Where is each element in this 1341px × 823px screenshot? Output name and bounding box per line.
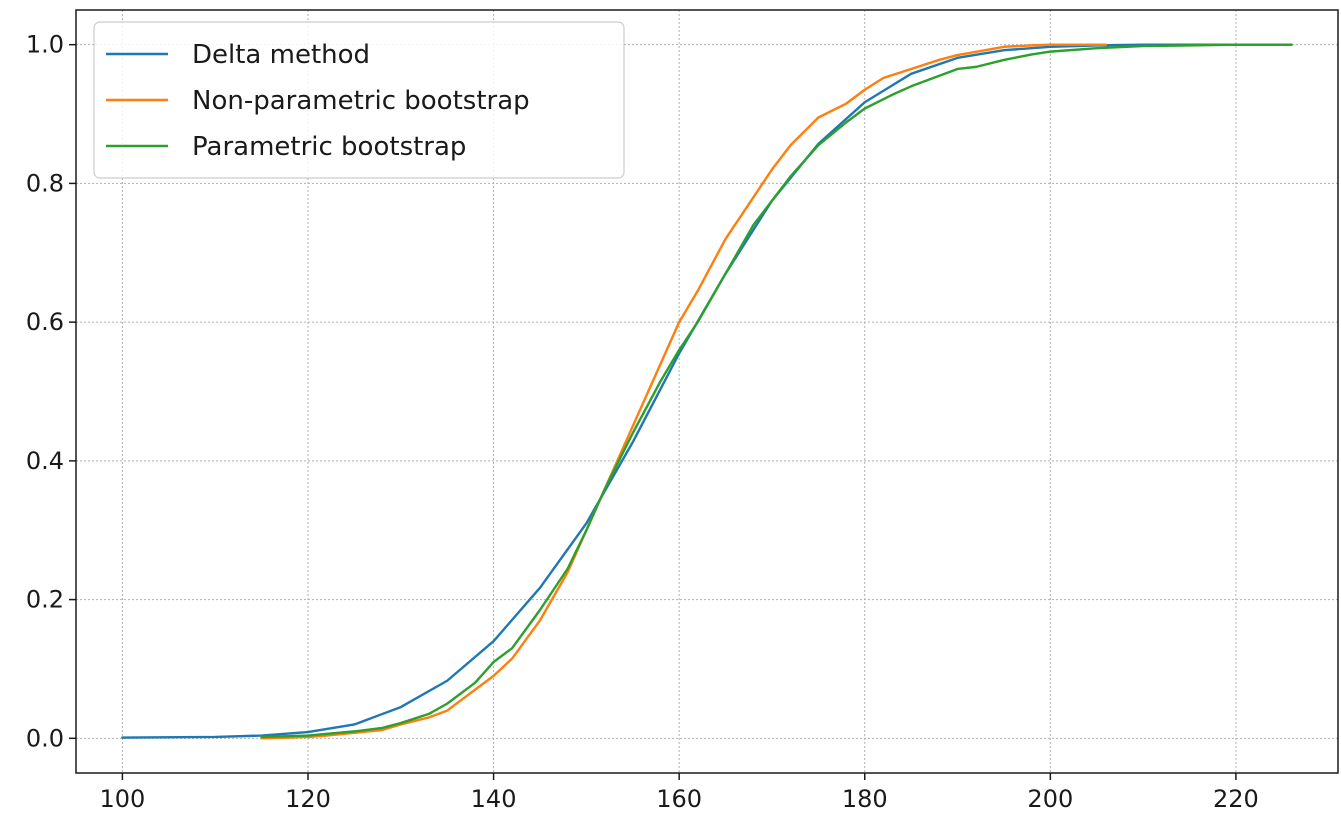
series-line-non-parametric-bootstrap xyxy=(260,43,1108,740)
y-tick-label: 0.2 xyxy=(26,586,64,614)
legend: Delta method Non-parametric bootstrap Para… xyxy=(93,21,625,179)
x-tick-label: 100 xyxy=(99,785,145,813)
series-layer xyxy=(121,43,1293,740)
y-tick-label: 0.4 xyxy=(26,447,64,475)
legend-label: Parametric bootstrap xyxy=(192,132,466,162)
x-tick-label: 160 xyxy=(656,785,702,813)
x-tick-label: 220 xyxy=(1213,785,1259,813)
x-tick-label: 200 xyxy=(1027,785,1073,813)
legend-label: Non-parametric bootstrap xyxy=(192,86,530,116)
series-line-parametric-bootstrap xyxy=(260,43,1293,739)
y-tick-label: 0.0 xyxy=(26,724,64,752)
legend-box xyxy=(93,21,625,179)
x-tick-label: 120 xyxy=(285,785,331,813)
y-tick-label: 0.8 xyxy=(26,169,64,197)
x-tick-label: 180 xyxy=(842,785,888,813)
grid-layer xyxy=(76,10,1338,773)
axis-ticks: 100 120 140 160 180 200 220 0.0 0.2 0.4 0.6 0.8 1.0 xyxy=(26,31,1259,813)
y-tick-label: 1.0 xyxy=(26,31,64,59)
y-tick-label: 0.6 xyxy=(26,308,64,336)
x-tick-label: 140 xyxy=(471,785,517,813)
plot-frame xyxy=(75,9,1339,774)
legend-label: Delta method xyxy=(192,40,370,70)
